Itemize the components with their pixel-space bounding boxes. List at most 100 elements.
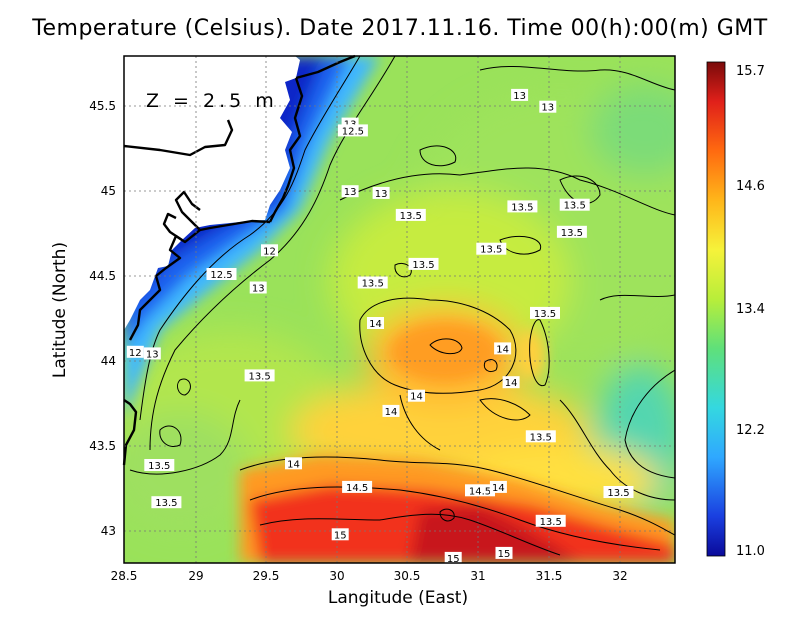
svg-text:12.5: 12.5 <box>342 126 364 137</box>
svg-text:15: 15 <box>447 554 460 565</box>
x-tick-label: 28.5 <box>111 569 138 583</box>
svg-text:13.5: 13.5 <box>148 461 170 472</box>
x-tick-label: 30.5 <box>394 569 421 583</box>
contour-labels: 13 13 13 12.5 13 13 13.5 13.5 13.5 13.5 12 13.5 13.5… <box>126 88 634 565</box>
contour-label: 14.5 <box>342 480 373 494</box>
svg-text:13.5: 13.5 <box>400 211 422 222</box>
x-tick-label: 30 <box>329 569 344 583</box>
contour-label: 13 <box>341 185 359 198</box>
colorbar <box>706 61 726 557</box>
contour-label: 12.5 <box>337 124 368 137</box>
svg-text:13: 13 <box>344 187 357 198</box>
coastline <box>122 54 356 466</box>
contour-label: 14 <box>408 389 425 403</box>
x-tick-label: 29 <box>188 569 203 583</box>
contour-label: 13 <box>511 88 529 102</box>
colorbar-tick-label: 12.2 <box>736 423 765 438</box>
svg-text:14: 14 <box>385 407 398 418</box>
svg-text:13.5: 13.5 <box>362 279 384 290</box>
isotherm-contours <box>129 56 675 556</box>
svg-text:14: 14 <box>505 378 518 389</box>
contour-label: 14 <box>489 480 507 494</box>
contour-label: 13.5 <box>144 459 175 472</box>
y-tick-label: 44.5 <box>89 269 116 283</box>
contour-label: 15 <box>495 546 513 560</box>
y-tick-label: 44 <box>101 354 116 368</box>
contour-label: 13 <box>143 347 161 360</box>
svg-text:13.5: 13.5 <box>155 498 177 509</box>
svg-text:14: 14 <box>492 483 505 494</box>
svg-text:13.5: 13.5 <box>561 228 583 239</box>
svg-text:13.5: 13.5 <box>511 202 533 213</box>
contour-label: 12 <box>126 345 144 359</box>
contour-label: 13 <box>539 100 557 114</box>
y-tick-label: 45 <box>101 184 116 198</box>
depth-label: Z = 2.5 m <box>146 90 278 112</box>
contour-label: 13.5 <box>408 257 439 271</box>
x-axis-label: Langitude (East) <box>327 588 469 608</box>
map-title: Temperature (Celsius). Date 2017.11.16. … <box>32 16 768 41</box>
svg-text:13.5: 13.5 <box>564 201 586 212</box>
svg-text:13.5: 13.5 <box>248 371 270 382</box>
contour-label: 13.5 <box>151 496 182 509</box>
svg-text:13.5: 13.5 <box>540 517 562 528</box>
svg-text:12: 12 <box>129 348 142 359</box>
svg-text:14: 14 <box>369 319 382 330</box>
colorbar-tick-label: 15.7 <box>736 64 765 79</box>
land-mass <box>124 56 300 330</box>
contour-label: 15 <box>444 551 462 565</box>
y-tick-label: 43.5 <box>89 439 116 453</box>
contour-label: 14 <box>285 457 302 470</box>
contour-label: 13.5 <box>556 225 587 239</box>
contour-label: 13 <box>249 281 267 295</box>
contour-label: 13.5 <box>559 198 590 212</box>
svg-text:15: 15 <box>498 549 511 560</box>
svg-text:14.5: 14.5 <box>346 483 368 494</box>
svg-text:13: 13 <box>541 103 554 114</box>
x-tick-label: 31 <box>470 569 485 583</box>
y-tick-label: 43 <box>101 524 116 538</box>
contour-label: 14 <box>367 317 384 330</box>
contour-label: 13.5 <box>357 276 388 290</box>
svg-text:13: 13 <box>375 189 388 200</box>
contour-label: 13.5 <box>603 486 634 499</box>
colorbar-tick-label: 13.4 <box>736 302 765 317</box>
contour-label: 13.5 <box>395 208 426 222</box>
contour-label: 13.5 <box>530 306 560 320</box>
x-tick-label: 31.5 <box>536 569 563 583</box>
contour-label: 12.5 <box>206 268 237 281</box>
x-tick-label: 32 <box>612 569 627 583</box>
colorbar-tick-label: 14.6 <box>736 179 765 194</box>
contour-label: 15 <box>331 528 349 541</box>
plot-frame <box>123 55 676 564</box>
x-tick-label: 29.5 <box>253 569 280 583</box>
svg-text:13: 13 <box>146 349 159 360</box>
svg-text:13.5: 13.5 <box>412 260 434 271</box>
svg-text:13.5: 13.5 <box>480 245 502 256</box>
contour-label: 13.5 <box>535 514 566 528</box>
svg-text:13: 13 <box>513 91 526 102</box>
svg-text:12: 12 <box>263 246 276 257</box>
contour-label: 12 <box>261 244 278 257</box>
contour-label: 13 <box>372 186 390 200</box>
contour-label: 13.5 <box>244 369 275 382</box>
contour-label: 14.5 <box>465 484 495 497</box>
svg-text:13: 13 <box>252 284 265 295</box>
svg-text:13.5: 13.5 <box>607 488 629 499</box>
svg-text:14.5: 14.5 <box>469 486 491 497</box>
y-tick-label: 45.5 <box>89 99 116 113</box>
contour-label: 13.5 <box>525 430 556 443</box>
contour-label: 13.5 <box>507 200 538 213</box>
svg-text:14: 14 <box>287 459 300 470</box>
contour-label: 14 <box>502 376 520 389</box>
svg-text:12.5: 12.5 <box>210 270 232 281</box>
contour-label: 14 <box>382 404 400 418</box>
colorbar-tick-label: 11.0 <box>736 544 765 559</box>
contour-label: 13.5 <box>476 242 507 256</box>
contour-label: 14 <box>494 342 512 355</box>
svg-text:14: 14 <box>410 392 423 403</box>
y-axis-label: Latitude (North) <box>50 241 70 379</box>
svg-text:14: 14 <box>496 344 509 355</box>
svg-text:13.5: 13.5 <box>534 309 556 320</box>
